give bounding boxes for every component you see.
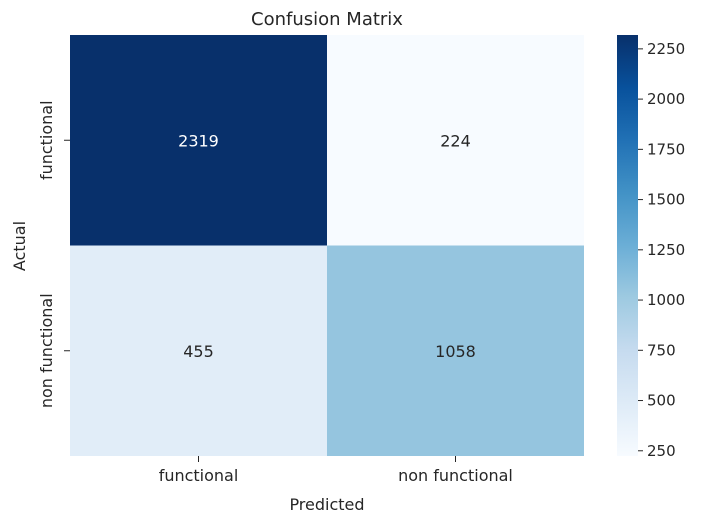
y-tick-label: non functional — [37, 293, 56, 408]
colorbar-tick-label: 1500 — [647, 191, 685, 209]
heatmap-cells: 2319 224 455 1058 — [70, 35, 584, 456]
cell-value-label: 2319 — [178, 131, 219, 150]
colorbar-tick-label: 500 — [647, 392, 676, 410]
colorbar-tick-label: 1750 — [647, 140, 685, 158]
y-axis-ticks: functional non functional — [37, 100, 70, 408]
colorbar-tick-label: 1250 — [647, 241, 685, 259]
colorbar-ticks: 250 500 750 1000 1250 1500 1750 2000 2250 — [638, 40, 685, 460]
heatmap-cell — [70, 245, 327, 456]
heatmap-cell — [327, 245, 584, 456]
y-tick-label: functional — [37, 100, 56, 180]
colorbar-tick-label: 1000 — [647, 291, 685, 309]
y-axis-label: Actual — [10, 221, 29, 271]
heatmap-cell — [327, 35, 584, 246]
cell-value-label: 1058 — [435, 342, 476, 361]
cell-value-label: 455 — [183, 342, 214, 361]
x-tick-label: functional — [159, 466, 239, 485]
colorbar-tick-label: 750 — [647, 341, 676, 359]
x-tick-label: non functional — [398, 466, 513, 485]
colorbar-tick-label: 2000 — [647, 90, 685, 108]
colorbar-tick-label: 2250 — [647, 40, 685, 58]
x-axis-ticks: functional non functional — [159, 456, 513, 485]
x-axis-label: Predicted — [289, 495, 364, 514]
colorbar — [617, 35, 638, 456]
chart-title: Confusion Matrix — [251, 9, 403, 30]
colorbar-tick-label: 250 — [647, 442, 676, 460]
cell-value-label: 224 — [440, 131, 471, 150]
heatmap-cell — [70, 35, 327, 246]
